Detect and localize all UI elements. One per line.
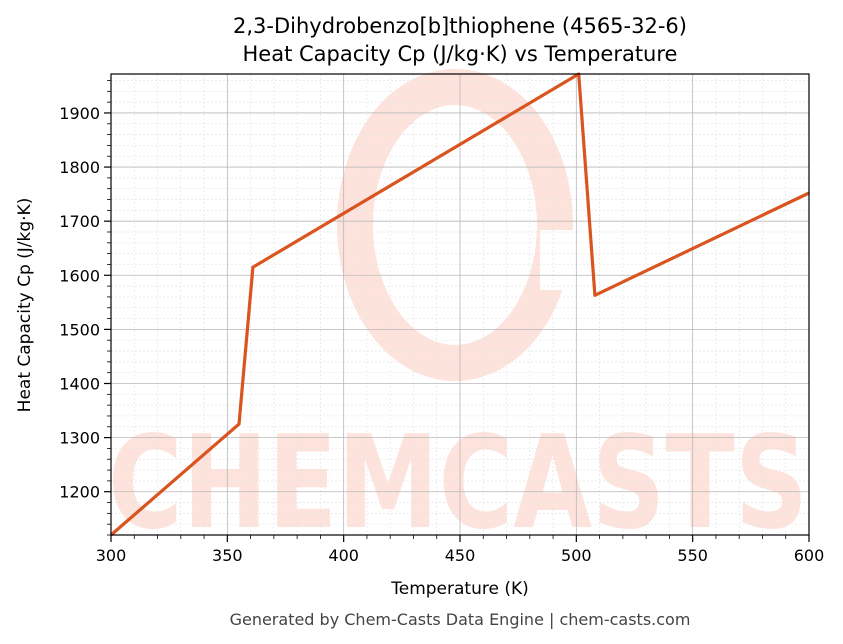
- watermark-text: CHEMCASTS: [108, 409, 808, 558]
- y-axis: 1200 1300 1400 1500 1600 1700 1800 1900: [59, 80, 111, 536]
- y-tick-label: 1900: [59, 104, 100, 123]
- x-tick-label: 300: [96, 546, 127, 565]
- y-tick-label: 1700: [59, 212, 100, 231]
- y-tick-label: 1400: [59, 374, 100, 393]
- x-tick-label: 350: [212, 546, 243, 565]
- y-tick-label: 1200: [59, 483, 100, 502]
- footer-credit: Generated by Chem-Casts Data Engine | ch…: [230, 610, 691, 629]
- y-tick-label: 1500: [59, 320, 100, 339]
- x-axis-title: Temperature (K): [390, 579, 529, 599]
- x-tick-label: 450: [445, 546, 476, 565]
- x-axis: 300 350 400 450 500 550 600: [96, 535, 825, 565]
- x-tick-label: 400: [328, 546, 359, 565]
- y-axis-title: Heat Capacity Cp (J/kg·K): [15, 198, 35, 413]
- watermark: CHEMCASTS: [108, 69, 808, 558]
- x-tick-label: 550: [677, 546, 708, 565]
- major-gridlines: [110, 74, 810, 535]
- watermark-logo-icon: [337, 69, 580, 381]
- y-tick-label: 1800: [59, 158, 100, 177]
- y-tick-label: 1300: [59, 429, 100, 448]
- x-tick-label: 500: [561, 546, 592, 565]
- series-line-heat-capacity: [109, 72, 810, 537]
- chart-title: 2,3-Dihydrobenzo[b]thiophene (4565-32-6): [233, 14, 687, 38]
- x-tick-label: 600: [794, 546, 825, 565]
- chart-subtitle: Heat Capacity Cp (J/kg·K) vs Temperature: [243, 42, 678, 66]
- y-tick-label: 1600: [59, 266, 100, 285]
